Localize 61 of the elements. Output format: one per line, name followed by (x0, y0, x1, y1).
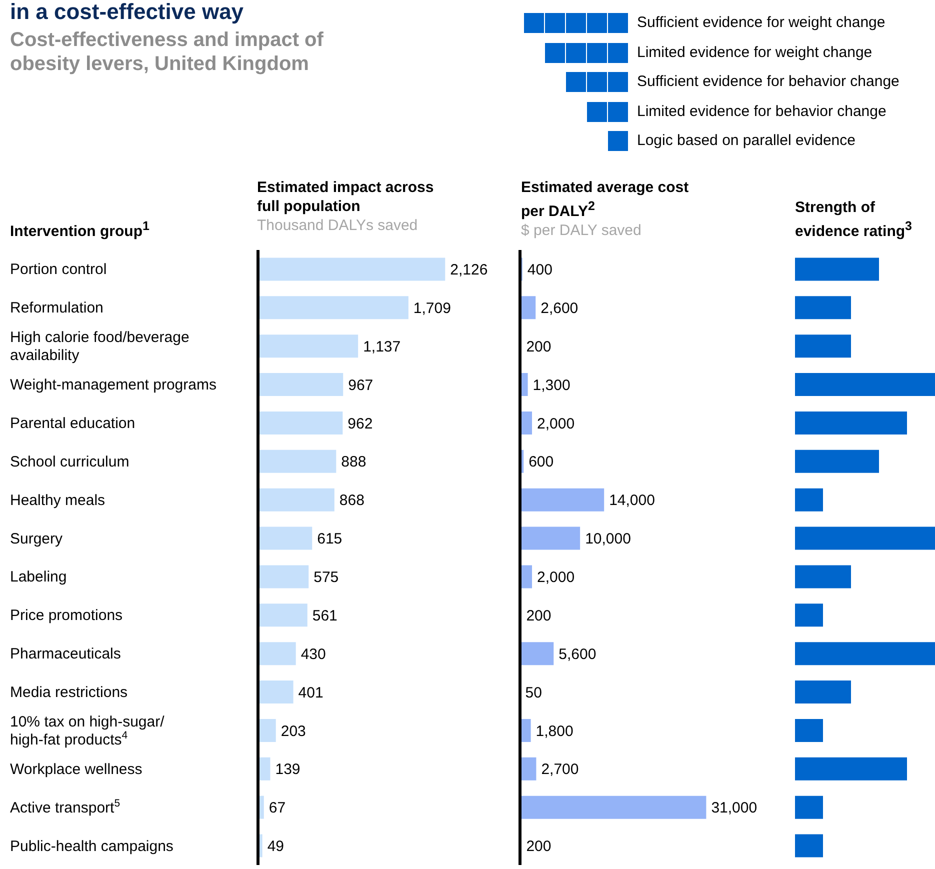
data-label: 31,000 (711, 800, 758, 817)
y-tick-label: Healthy meals (10, 492, 106, 509)
y-axis-title: Intervention group$^{1}$ (10, 219, 150, 240)
y-tick-label: Weight-management programs (10, 376, 216, 394)
data-label: 1,300 (532, 376, 570, 394)
y-tick-label: Active transport$^{5}$ (10, 797, 120, 816)
data-label: 868 (339, 492, 364, 510)
text: Cost-effectiveness and impact of obesity levers, United Kingdom (10, 28, 324, 76)
chart-subtitle: $ per DALY saved (521, 221, 642, 240)
y-tick-label: Workplace wellness (10, 760, 142, 778)
text: Sufficient evidence for weight change (637, 13, 886, 33)
data-label: 203 (280, 722, 306, 740)
data-label: 962 (348, 415, 373, 432)
data-label: 430 (300, 646, 326, 663)
data-label: 200 (526, 607, 552, 624)
data-label: 14,000 (609, 492, 655, 510)
y-tick-label: Pharmaceuticals (10, 646, 121, 663)
data-label: 50 (525, 684, 542, 702)
text: Logic based on parallel evidence (637, 131, 856, 151)
data-label: 139 (275, 761, 300, 778)
data-label: 615 (317, 530, 342, 548)
y-tick-label: Media restrictions (10, 684, 128, 702)
y-tick-label: Public-health campaigns (10, 838, 174, 855)
y-tick-label: 10% tax on high-sugar/ high-fat products$^{4}$ (10, 713, 166, 748)
y-tick-label: Portion control (10, 261, 107, 278)
text: Sufficient evidence for behavior change (637, 72, 900, 92)
data-label: 2,600 (540, 300, 578, 317)
text: in a cost-effective way (10, 0, 244, 24)
data-label: 967 (348, 376, 374, 394)
y-tick-label: Parental education (10, 414, 136, 432)
data-label: 401 (298, 684, 324, 702)
data-label: 1,709 (413, 300, 451, 317)
y-tick-label: Reformulation (10, 300, 104, 317)
y-tick-label: Price promotions (10, 607, 123, 624)
data-label: 200 (526, 338, 552, 356)
data-label: 575 (314, 569, 339, 586)
data-label: 600 (528, 454, 554, 471)
data-label: 2,000 (537, 415, 575, 432)
data-label: 1,137 (363, 338, 401, 356)
data-label: 5,600 (558, 646, 596, 663)
y-tick-label: Surgery (10, 530, 64, 548)
chart-title: Strength of evidence rating$^{3}$ (795, 198, 913, 241)
data-label: 1,800 (536, 722, 574, 740)
data-label: 67 (268, 800, 286, 817)
chart-title: Estimated average cost per DALY$^{2}$ (521, 178, 690, 221)
y-tick-label: School curriculum (10, 453, 130, 470)
data-label: 200 (526, 838, 552, 856)
y-tick-label: Labeling (10, 568, 67, 586)
text: Limited evidence for weight change (637, 42, 872, 62)
data-label: 2,700 (541, 761, 579, 778)
data-label: 561 (312, 607, 338, 624)
text: Limited evidence for behavior change (637, 102, 886, 122)
data-label: 49 (267, 838, 284, 856)
chart-title: Estimated impact across full population (257, 178, 435, 216)
data-label: 2,000 (537, 569, 575, 586)
data-label: 400 (527, 262, 552, 279)
data-label: 888 (341, 454, 366, 471)
data-label: 10,000 (585, 530, 631, 548)
data-label: 2,126 (450, 262, 488, 279)
y-tick-label: High calorie food/beverage availability (10, 329, 190, 364)
chart-subtitle: Thousand DALYs saved (257, 216, 419, 235)
